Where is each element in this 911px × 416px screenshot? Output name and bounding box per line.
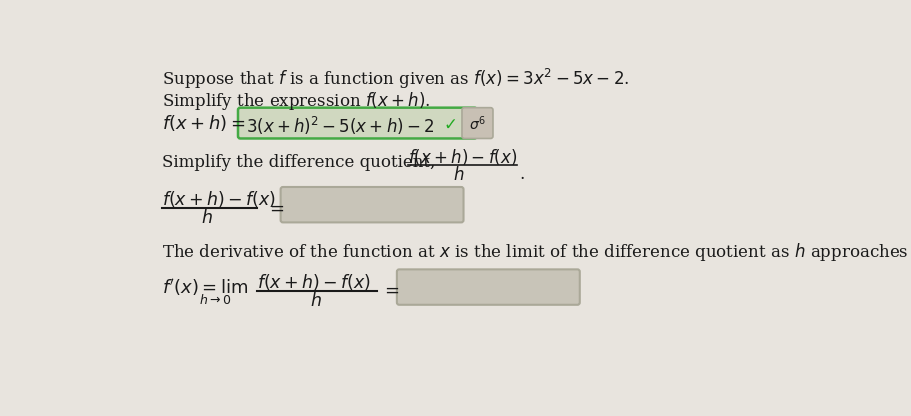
Text: $f(x+h)-f(x)$: $f(x+h)-f(x)$ (408, 147, 517, 167)
Text: $h$: $h$ (200, 209, 212, 227)
Text: $h$: $h$ (453, 166, 464, 184)
Text: Simplify the difference quotient,: Simplify the difference quotient, (162, 154, 435, 171)
FancyBboxPatch shape (238, 108, 476, 139)
Text: $3(x+h)^2-5(x+h)-2$: $3(x+h)^2-5(x+h)-2$ (245, 114, 434, 137)
Text: Suppose that $f$ is a function given as $f(x) = 3x^2 - 5x - 2$.: Suppose that $f$ is a function given as … (162, 67, 629, 91)
Text: .: . (518, 166, 524, 183)
Text: $f(x+h)-f(x)$: $f(x+h)-f(x)$ (257, 272, 371, 292)
Text: $f(x+h) =$: $f(x+h) =$ (162, 113, 245, 133)
Text: $h$: $h$ (309, 292, 321, 310)
Text: The derivative of the function at $x$ is the limit of the difference quotient as: The derivative of the function at $x$ is… (162, 241, 911, 263)
FancyBboxPatch shape (462, 108, 493, 139)
FancyBboxPatch shape (281, 187, 463, 223)
Text: $=$: $=$ (266, 198, 284, 217)
Text: $\checkmark$: $\checkmark$ (443, 114, 456, 133)
Text: $=$: $=$ (381, 281, 400, 299)
Text: $f(x+h)-f(x)$: $f(x+h)-f(x)$ (162, 189, 276, 209)
FancyBboxPatch shape (396, 270, 579, 305)
Text: $h\to 0$: $h\to 0$ (199, 293, 230, 307)
Text: Simplify the expression $f(x+h)$.: Simplify the expression $f(x+h)$. (162, 90, 430, 112)
Text: $\sigma^6$: $\sigma^6$ (468, 114, 486, 133)
Text: $f'(x) =\lim$: $f'(x) =\lim$ (162, 277, 249, 298)
